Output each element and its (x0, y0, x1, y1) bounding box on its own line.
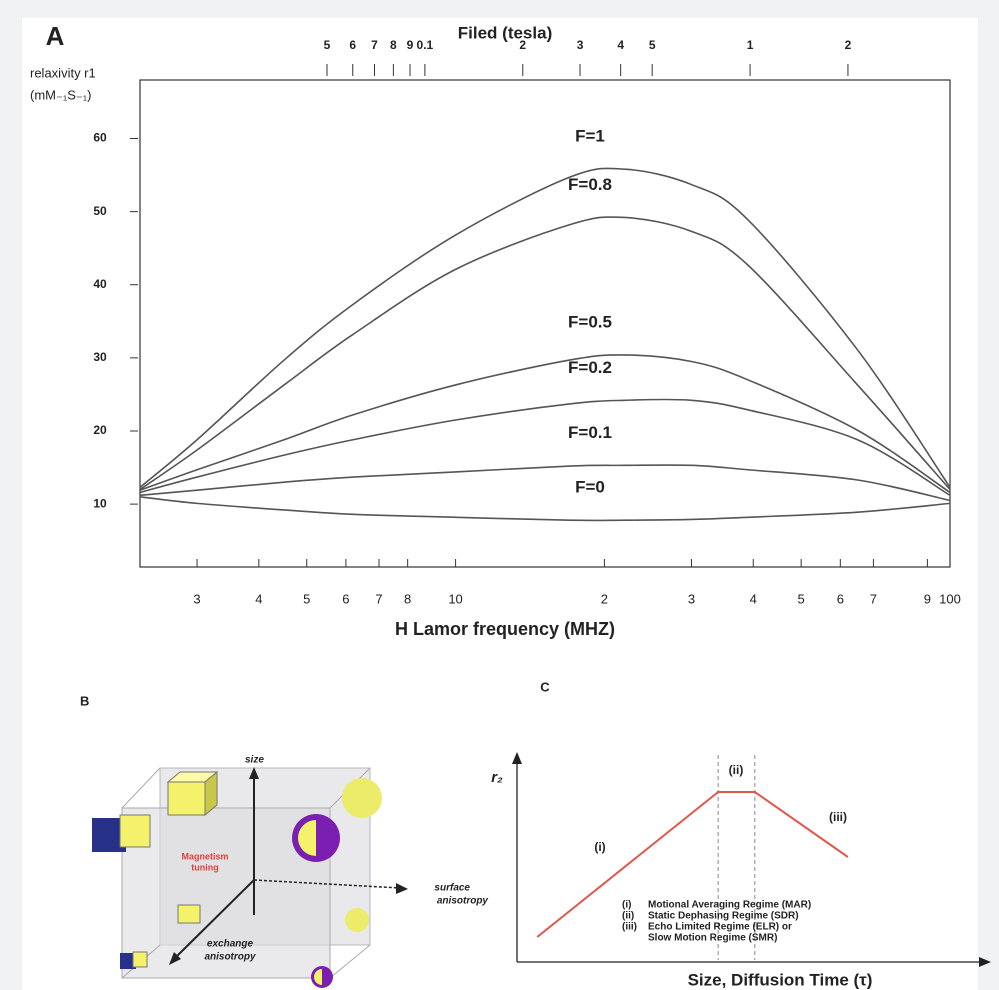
curve-label: F=0.2 (568, 358, 612, 377)
x2-tick-label: 8 (390, 38, 397, 52)
center-label: Magnetism (181, 851, 228, 861)
curve-label: F=0.8 (568, 175, 612, 194)
curve-label: F=0.1 (568, 423, 612, 442)
x-tick-label: 4 (750, 591, 757, 606)
arrowhead (979, 957, 991, 967)
curve-label: F=0 (575, 478, 605, 497)
x-tick-label: 10 (448, 591, 462, 606)
curve-label: F=0.5 (568, 312, 612, 331)
y-tick-label: 50 (93, 204, 107, 218)
x2-tick-label: 2 (519, 38, 526, 52)
note-number: (iii) (622, 922, 637, 933)
regime-label: (ii) (729, 763, 744, 777)
x-tick-label: 9 (924, 591, 931, 606)
x2-tick-label: 5 (324, 38, 331, 52)
note-number: (ii) (622, 911, 634, 922)
x-tick-label: 100 (939, 591, 961, 606)
shape-cube (133, 952, 147, 967)
panel-letter: C (540, 679, 550, 694)
shape-sphere (345, 908, 369, 932)
note-text: Slow Motion Regime (SMR) (648, 933, 777, 944)
panel-letter: B (80, 693, 89, 708)
note-text: Static Dephasing Regime (SDR) (648, 911, 799, 922)
x-tick-label: 7 (870, 591, 877, 606)
x-tick-label: 7 (375, 591, 382, 606)
x-tick-label: 2 (601, 591, 608, 606)
y-tick-label: 40 (93, 277, 107, 291)
x2-tick-label: 5 (649, 38, 656, 52)
note-text: Echo Limited Regime (ELR) or (648, 922, 792, 933)
x2-tick-label: 6 (349, 38, 356, 52)
regime-label: (iii) (829, 810, 847, 824)
x-tick-label: 4 (255, 591, 262, 606)
x-axis-title: H Lamor frequency (MHZ) (395, 619, 615, 639)
note-number: (i) (622, 900, 631, 911)
x-tick-label: 5 (798, 591, 805, 606)
axis-label: size (245, 755, 264, 766)
x-tick-label: 6 (837, 591, 844, 606)
regime-label: (i) (594, 840, 605, 854)
x2-tick-label: 7 (371, 38, 378, 52)
x-tick-label: 5 (303, 591, 310, 606)
y-tick-label: 30 (93, 350, 107, 364)
center-label: tuning (191, 862, 219, 872)
x2-tick-label: 0.1 (417, 38, 434, 52)
axis-label: anisotropy (437, 896, 489, 907)
x-tick-label: 3 (193, 591, 200, 606)
x2-axis-title: Filed (tesla) (458, 23, 552, 42)
axis-label: anisotropy (204, 952, 256, 963)
x-axis-title: Size, Diffusion Time (τ) (688, 970, 873, 989)
shape-sphere (342, 778, 382, 818)
shape-cube (178, 905, 200, 923)
panel-letter: A (46, 21, 65, 51)
axis-label: surface (434, 883, 470, 894)
y-axis-title: relaxivity r1 (30, 65, 96, 80)
y-axis-title: (mM₋₁S₋₁) (30, 87, 91, 102)
note-text: Motional Averaging Regime (MAR) (648, 900, 811, 911)
x2-tick-label: 9 (407, 38, 414, 52)
x2-tick-label: 1 (747, 38, 754, 52)
x-tick-label: 8 (404, 591, 411, 606)
axis-label: exchange (207, 939, 254, 950)
x-tick-label: 6 (342, 591, 349, 606)
y-tick-label: 20 (93, 423, 107, 437)
y-axis-title: r₂ (491, 769, 503, 786)
x2-tick-label: 3 (577, 38, 584, 52)
figure: B size Magnetism tuning surface anisotro… (0, 0, 999, 990)
x2-tick-label: 4 (617, 38, 624, 52)
curve-label: F=1 (575, 127, 605, 146)
shape-cube (168, 782, 205, 815)
y-tick-label: 10 (93, 496, 107, 510)
shape-cube (120, 815, 150, 847)
x2-tick-label: 2 (845, 38, 852, 52)
y-tick-label: 60 (93, 131, 107, 145)
x-tick-label: 3 (688, 591, 695, 606)
